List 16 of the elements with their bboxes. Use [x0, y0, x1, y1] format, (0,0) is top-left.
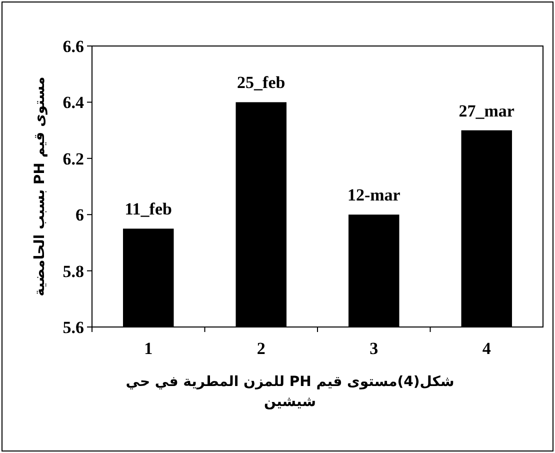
- y-tick-label: 6.2: [62, 149, 84, 168]
- x-tick-label: 2: [256, 339, 266, 358]
- y-tick-label: 5.6: [62, 318, 84, 337]
- annotation: 27_mar: [458, 101, 515, 120]
- x-tick-label: 3: [370, 339, 378, 358]
- x-tick-label: 1: [144, 339, 153, 358]
- annotation: 25_feb: [237, 73, 286, 92]
- y-tick-label: 6.6: [62, 37, 84, 56]
- y-axis-title: مستوى قيم PH بسبب الحامضية: [32, 76, 48, 296]
- x-tick-label: 4: [482, 339, 492, 358]
- y-tick-label: 6.4: [62, 93, 84, 112]
- y-tick-label: 5.8: [62, 262, 84, 281]
- x-axis-title: شكل(4)مستوى قيم PH للمزن المطرية في حي شيشين: [124, 373, 456, 412]
- y-tick-label: 6: [76, 206, 84, 225]
- annotation: 11_feb: [124, 200, 172, 219]
- annotation: 12-mar: [347, 186, 401, 205]
